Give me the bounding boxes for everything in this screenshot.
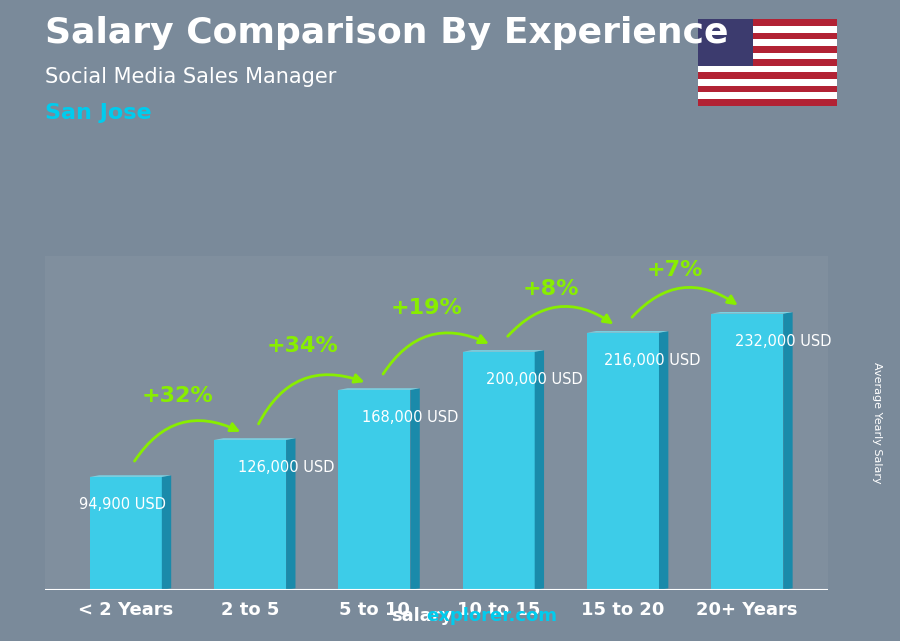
Bar [698,79,837,86]
Text: 94,900 USD: 94,900 USD [78,497,166,512]
Polygon shape [659,331,669,590]
Polygon shape [711,312,793,313]
Bar [463,352,535,590]
Text: Salary Comparison By Experience: Salary Comparison By Experience [45,16,728,50]
Text: 200,000 USD: 200,000 USD [486,372,583,387]
Bar [698,86,837,92]
Text: +34%: +34% [266,337,338,356]
Bar [698,33,837,39]
Bar [698,46,837,53]
Polygon shape [463,350,544,352]
Bar [698,19,753,66]
Bar [711,313,783,590]
Polygon shape [783,312,793,590]
Polygon shape [410,388,419,590]
Bar [698,66,837,72]
Text: +32%: +32% [142,387,214,406]
Bar [698,72,837,79]
Bar [90,477,162,590]
Text: 216,000 USD: 216,000 USD [604,353,701,367]
Bar [698,99,837,106]
Polygon shape [338,388,419,390]
Text: San Jose: San Jose [45,103,151,122]
Text: +8%: +8% [523,279,579,299]
Polygon shape [162,476,171,590]
Bar [698,19,837,26]
Bar [698,59,837,66]
Bar [338,390,410,590]
Text: explorer.com: explorer.com [427,607,558,625]
Bar [698,53,837,59]
Text: +19%: +19% [391,298,463,319]
Text: salary: salary [392,607,453,625]
Polygon shape [535,350,544,590]
Polygon shape [214,438,295,440]
Polygon shape [587,331,669,333]
Bar [214,440,286,590]
Text: +7%: +7% [647,260,704,280]
Bar [698,39,837,46]
Text: Average Yearly Salary: Average Yearly Salary [872,362,883,484]
Text: 168,000 USD: 168,000 USD [362,410,458,425]
Bar [698,26,837,33]
Text: 126,000 USD: 126,000 USD [238,460,334,475]
Text: 232,000 USD: 232,000 USD [734,333,832,349]
Text: Social Media Sales Manager: Social Media Sales Manager [45,67,337,87]
Polygon shape [90,476,171,477]
Polygon shape [286,438,295,590]
Bar [587,333,659,590]
Bar [698,92,837,99]
